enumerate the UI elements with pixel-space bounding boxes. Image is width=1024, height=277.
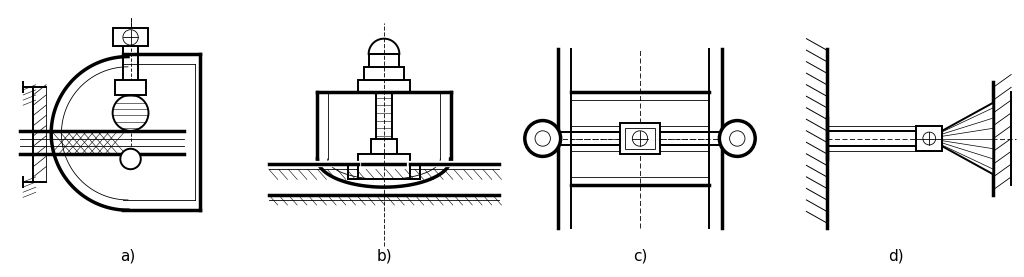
Circle shape [123, 30, 138, 45]
Circle shape [536, 131, 551, 146]
Circle shape [633, 131, 647, 146]
Circle shape [923, 132, 936, 145]
Circle shape [729, 131, 744, 146]
Circle shape [719, 120, 755, 157]
Bar [916, 126, 942, 151]
Bar [369, 54, 399, 67]
Text: b): b) [376, 249, 392, 264]
Bar [364, 67, 404, 79]
Bar [620, 123, 660, 154]
Bar [371, 138, 397, 154]
Bar [113, 29, 148, 46]
Text: a): a) [121, 249, 135, 264]
Circle shape [121, 149, 141, 169]
Circle shape [113, 95, 148, 131]
Bar [358, 79, 410, 93]
Circle shape [525, 120, 561, 157]
Bar [625, 128, 655, 149]
Polygon shape [942, 103, 993, 174]
Text: c): c) [633, 249, 647, 264]
Text: d): d) [888, 249, 904, 264]
Bar [115, 79, 146, 95]
Bar [358, 154, 410, 164]
